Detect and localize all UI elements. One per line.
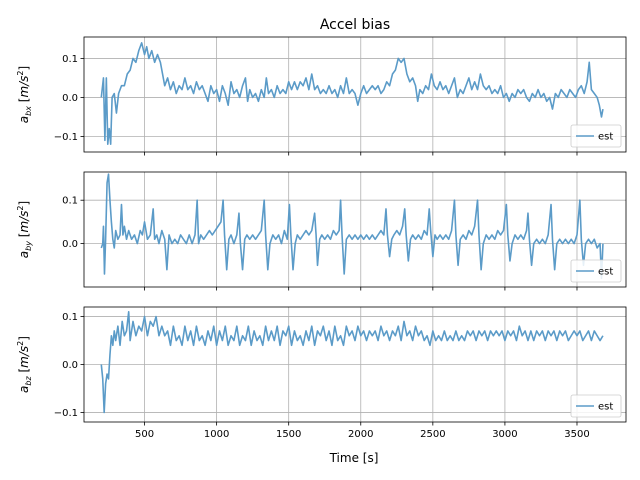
subplot-3: 500 1000 1500 2000 2500 3000 3500 −0.1 0.0 0.1 abz…	[16, 306, 627, 440]
series-line-est	[100, 42, 604, 145]
legend-box	[570, 394, 622, 418]
legend: est	[570, 259, 622, 283]
legend: est	[570, 124, 622, 148]
legend-box	[570, 124, 622, 148]
x-tick-label: 1500	[276, 429, 301, 440]
legend-label: est	[598, 267, 613, 278]
y-tick-label: 0.1	[62, 196, 78, 207]
y-tick-label: 0.0	[62, 239, 78, 250]
x-tick-label: 1000	[204, 429, 229, 440]
y-tick-label: 0.1	[62, 54, 78, 65]
legend-label: est	[598, 132, 613, 143]
plot-frame	[83, 171, 627, 288]
subplots: −0.1 0.0 0.1 abx [m/s2] est 0.0 0.1 aby [m/s2] e…	[16, 36, 627, 440]
figure-title: Accel bias	[320, 17, 390, 33]
x-axis-label: Time [s]	[329, 451, 379, 465]
y-tick-label: −0.1	[54, 132, 78, 143]
series-line-est	[100, 310, 604, 414]
y-tick-label: 0.1	[62, 312, 78, 323]
x-tick-label: 2500	[420, 429, 445, 440]
x-tick-label: 500	[135, 429, 154, 440]
y-tick-label: 0.0	[62, 93, 78, 104]
plot-frame	[83, 36, 627, 153]
legend-label: est	[598, 402, 613, 413]
y-axis-label: abx [m/s2]	[16, 66, 33, 123]
subplot-2: 0.0 0.1 aby [m/s2] est	[16, 171, 627, 291]
y-tick-label: 0.0	[62, 360, 78, 371]
series-line-est	[100, 173, 604, 280]
x-tick-label: 3500	[564, 429, 589, 440]
y-axis-label: abz [m/s2]	[16, 336, 33, 393]
subplot-1: −0.1 0.0 0.1 abx [m/s2] est	[16, 36, 627, 156]
legend: est	[570, 394, 622, 418]
y-axis-label: aby [m/s2]	[16, 201, 33, 258]
x-tick-label: 3000	[492, 429, 517, 440]
legend-box	[570, 259, 622, 283]
x-tick-label: 2000	[348, 429, 373, 440]
y-tick-label: −0.1	[54, 408, 78, 419]
